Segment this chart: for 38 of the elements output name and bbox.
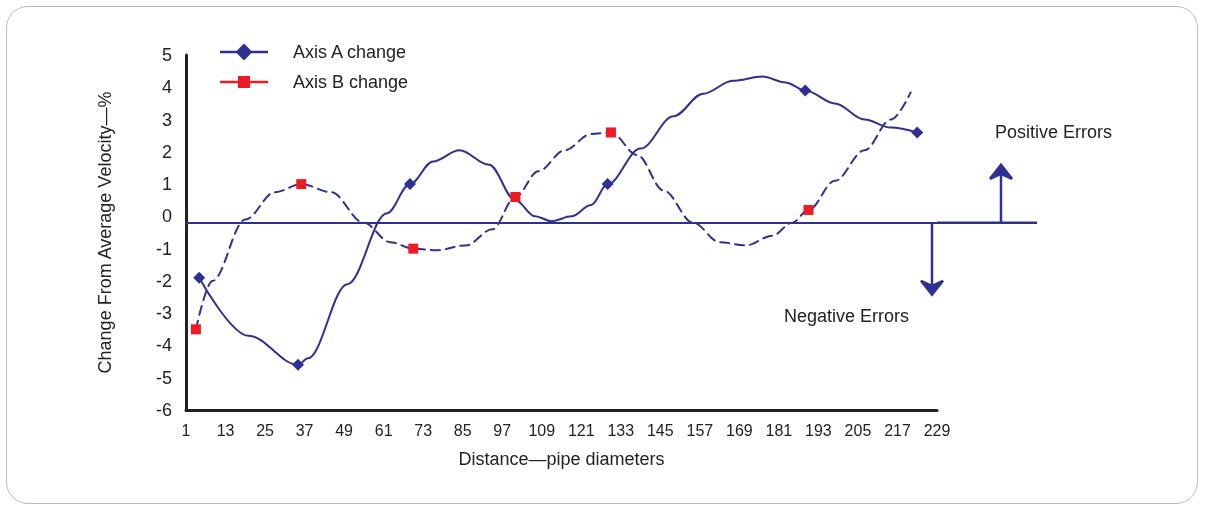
legend-label: Axis B change <box>293 72 409 92</box>
x-axis-title: Distance—pipe diameters <box>458 449 665 469</box>
x-tick-label: 181 <box>765 421 793 439</box>
annotation: Negative Errors <box>784 305 910 326</box>
x-tick-label: 133 <box>607 421 635 439</box>
x-tick-label: 157 <box>686 421 714 439</box>
y-tick-label: 2 <box>161 141 172 162</box>
x-tick-label: 49 <box>335 421 354 439</box>
legend-label: Axis A change <box>293 42 407 62</box>
y-tick-label: -5 <box>155 367 172 388</box>
y-tick-label: 4 <box>161 77 172 98</box>
x-tick-label: 217 <box>884 421 911 439</box>
y-tick-label: 1 <box>161 174 172 195</box>
x-tick-label: 193 <box>805 421 832 439</box>
x-tick-label: 25 <box>256 421 275 439</box>
x-tick-label: 109 <box>528 421 556 439</box>
x-tick-label: 1 <box>181 421 191 439</box>
y-tick-label: -3 <box>155 303 172 324</box>
y-tick-label: -2 <box>155 270 172 291</box>
x-tick-label: 229 <box>923 421 951 439</box>
y-axis-title: Change From Average Velocity—% <box>95 91 115 374</box>
x-tick-label: 97 <box>493 421 512 439</box>
x-tick-label: 145 <box>646 421 674 439</box>
y-tick-label: 5 <box>161 45 172 65</box>
y-tick-label: -6 <box>155 400 172 420</box>
x-tick-label: 169 <box>726 421 753 439</box>
x-tick-label: 85 <box>453 421 472 439</box>
text: Positive Errors <box>995 121 1113 142</box>
y-tick-label: -1 <box>155 238 172 259</box>
y-tick-label: -4 <box>155 335 172 356</box>
y-tick-label: 0 <box>161 206 172 227</box>
x-tick-label: 13 <box>216 421 235 439</box>
x-tick-label: 205 <box>844 421 872 439</box>
x-tick-label: 73 <box>414 421 433 439</box>
x-tick-label: 61 <box>374 421 393 439</box>
y-tick-label: 3 <box>161 109 172 130</box>
x-tick-label: 121 <box>567 421 595 439</box>
x-tick-label: 37 <box>295 421 314 439</box>
